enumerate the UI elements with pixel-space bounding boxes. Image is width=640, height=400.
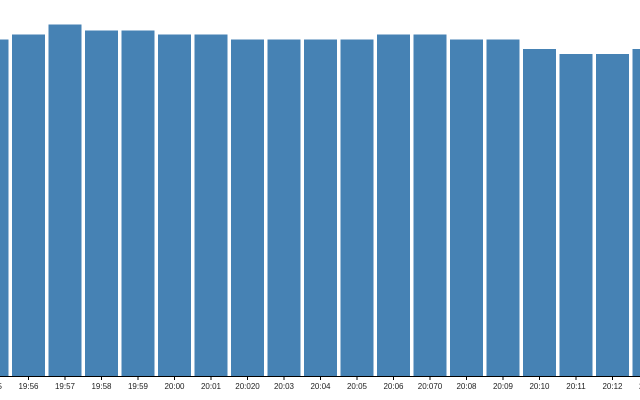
x-tick-label-19:56: 19:56 bbox=[18, 382, 39, 391]
x-tick-label-20:06: 20:06 bbox=[383, 382, 404, 391]
x-tick-label-20:070: 20:070 bbox=[418, 382, 443, 391]
bar-20:070 bbox=[413, 34, 447, 376]
x-tick-label-20:05: 20:05 bbox=[347, 382, 368, 391]
x-tick-label-20:01: 20:01 bbox=[201, 382, 222, 391]
x-tick-label-20:11: 20:11 bbox=[566, 382, 586, 391]
bar-20:020 bbox=[231, 39, 264, 376]
x-tick-label-19:57: 19:57 bbox=[55, 382, 76, 391]
bar-19:56 bbox=[12, 34, 45, 376]
x-axis: 19:55 19:56 19:57 19:58 19:59 20:00 20:01 20:02… bbox=[0, 376, 640, 391]
bar-19:58 bbox=[85, 30, 118, 377]
x-tick-label-19:59: 19:59 bbox=[128, 382, 149, 391]
x-tick-label-20:13: 20:13 bbox=[639, 382, 640, 391]
bar-20:01 bbox=[194, 34, 228, 376]
bar-20:11 bbox=[559, 53, 593, 376]
x-tick-label-20:03: 20:03 bbox=[274, 382, 295, 391]
x-tick-label-20:08: 20:08 bbox=[456, 382, 477, 391]
x-tick-label-20:10: 20:10 bbox=[529, 382, 550, 391]
x-tick-label-19:58: 19:58 bbox=[91, 382, 112, 391]
x-tick-label-20:020: 20:020 bbox=[235, 382, 260, 391]
bar-19:59 bbox=[121, 30, 155, 377]
bar-20:00 bbox=[158, 34, 191, 376]
bar-20:08 bbox=[450, 39, 483, 376]
x-tick-label-20:04: 20:04 bbox=[310, 382, 331, 391]
bar-20:05 bbox=[340, 39, 374, 376]
bar-20:09 bbox=[486, 39, 520, 376]
bar-20:12 bbox=[596, 53, 629, 376]
bars-layer bbox=[0, 24, 640, 377]
bar-20:06 bbox=[377, 34, 410, 376]
bar-20:04 bbox=[304, 39, 337, 376]
bar-19:57 bbox=[48, 24, 82, 376]
x-tick-label-20:09: 20:09 bbox=[493, 382, 514, 391]
x-tick-label-19:55: 19:55 bbox=[0, 382, 3, 391]
bar-20:10 bbox=[523, 48, 556, 376]
bar-20:03 bbox=[267, 39, 301, 376]
x-tick-label-20:12: 20:12 bbox=[602, 382, 623, 391]
bar-19:55 bbox=[0, 39, 9, 376]
x-tick-label-20:00: 20:00 bbox=[164, 382, 185, 391]
bar-20:13 bbox=[632, 48, 640, 376]
